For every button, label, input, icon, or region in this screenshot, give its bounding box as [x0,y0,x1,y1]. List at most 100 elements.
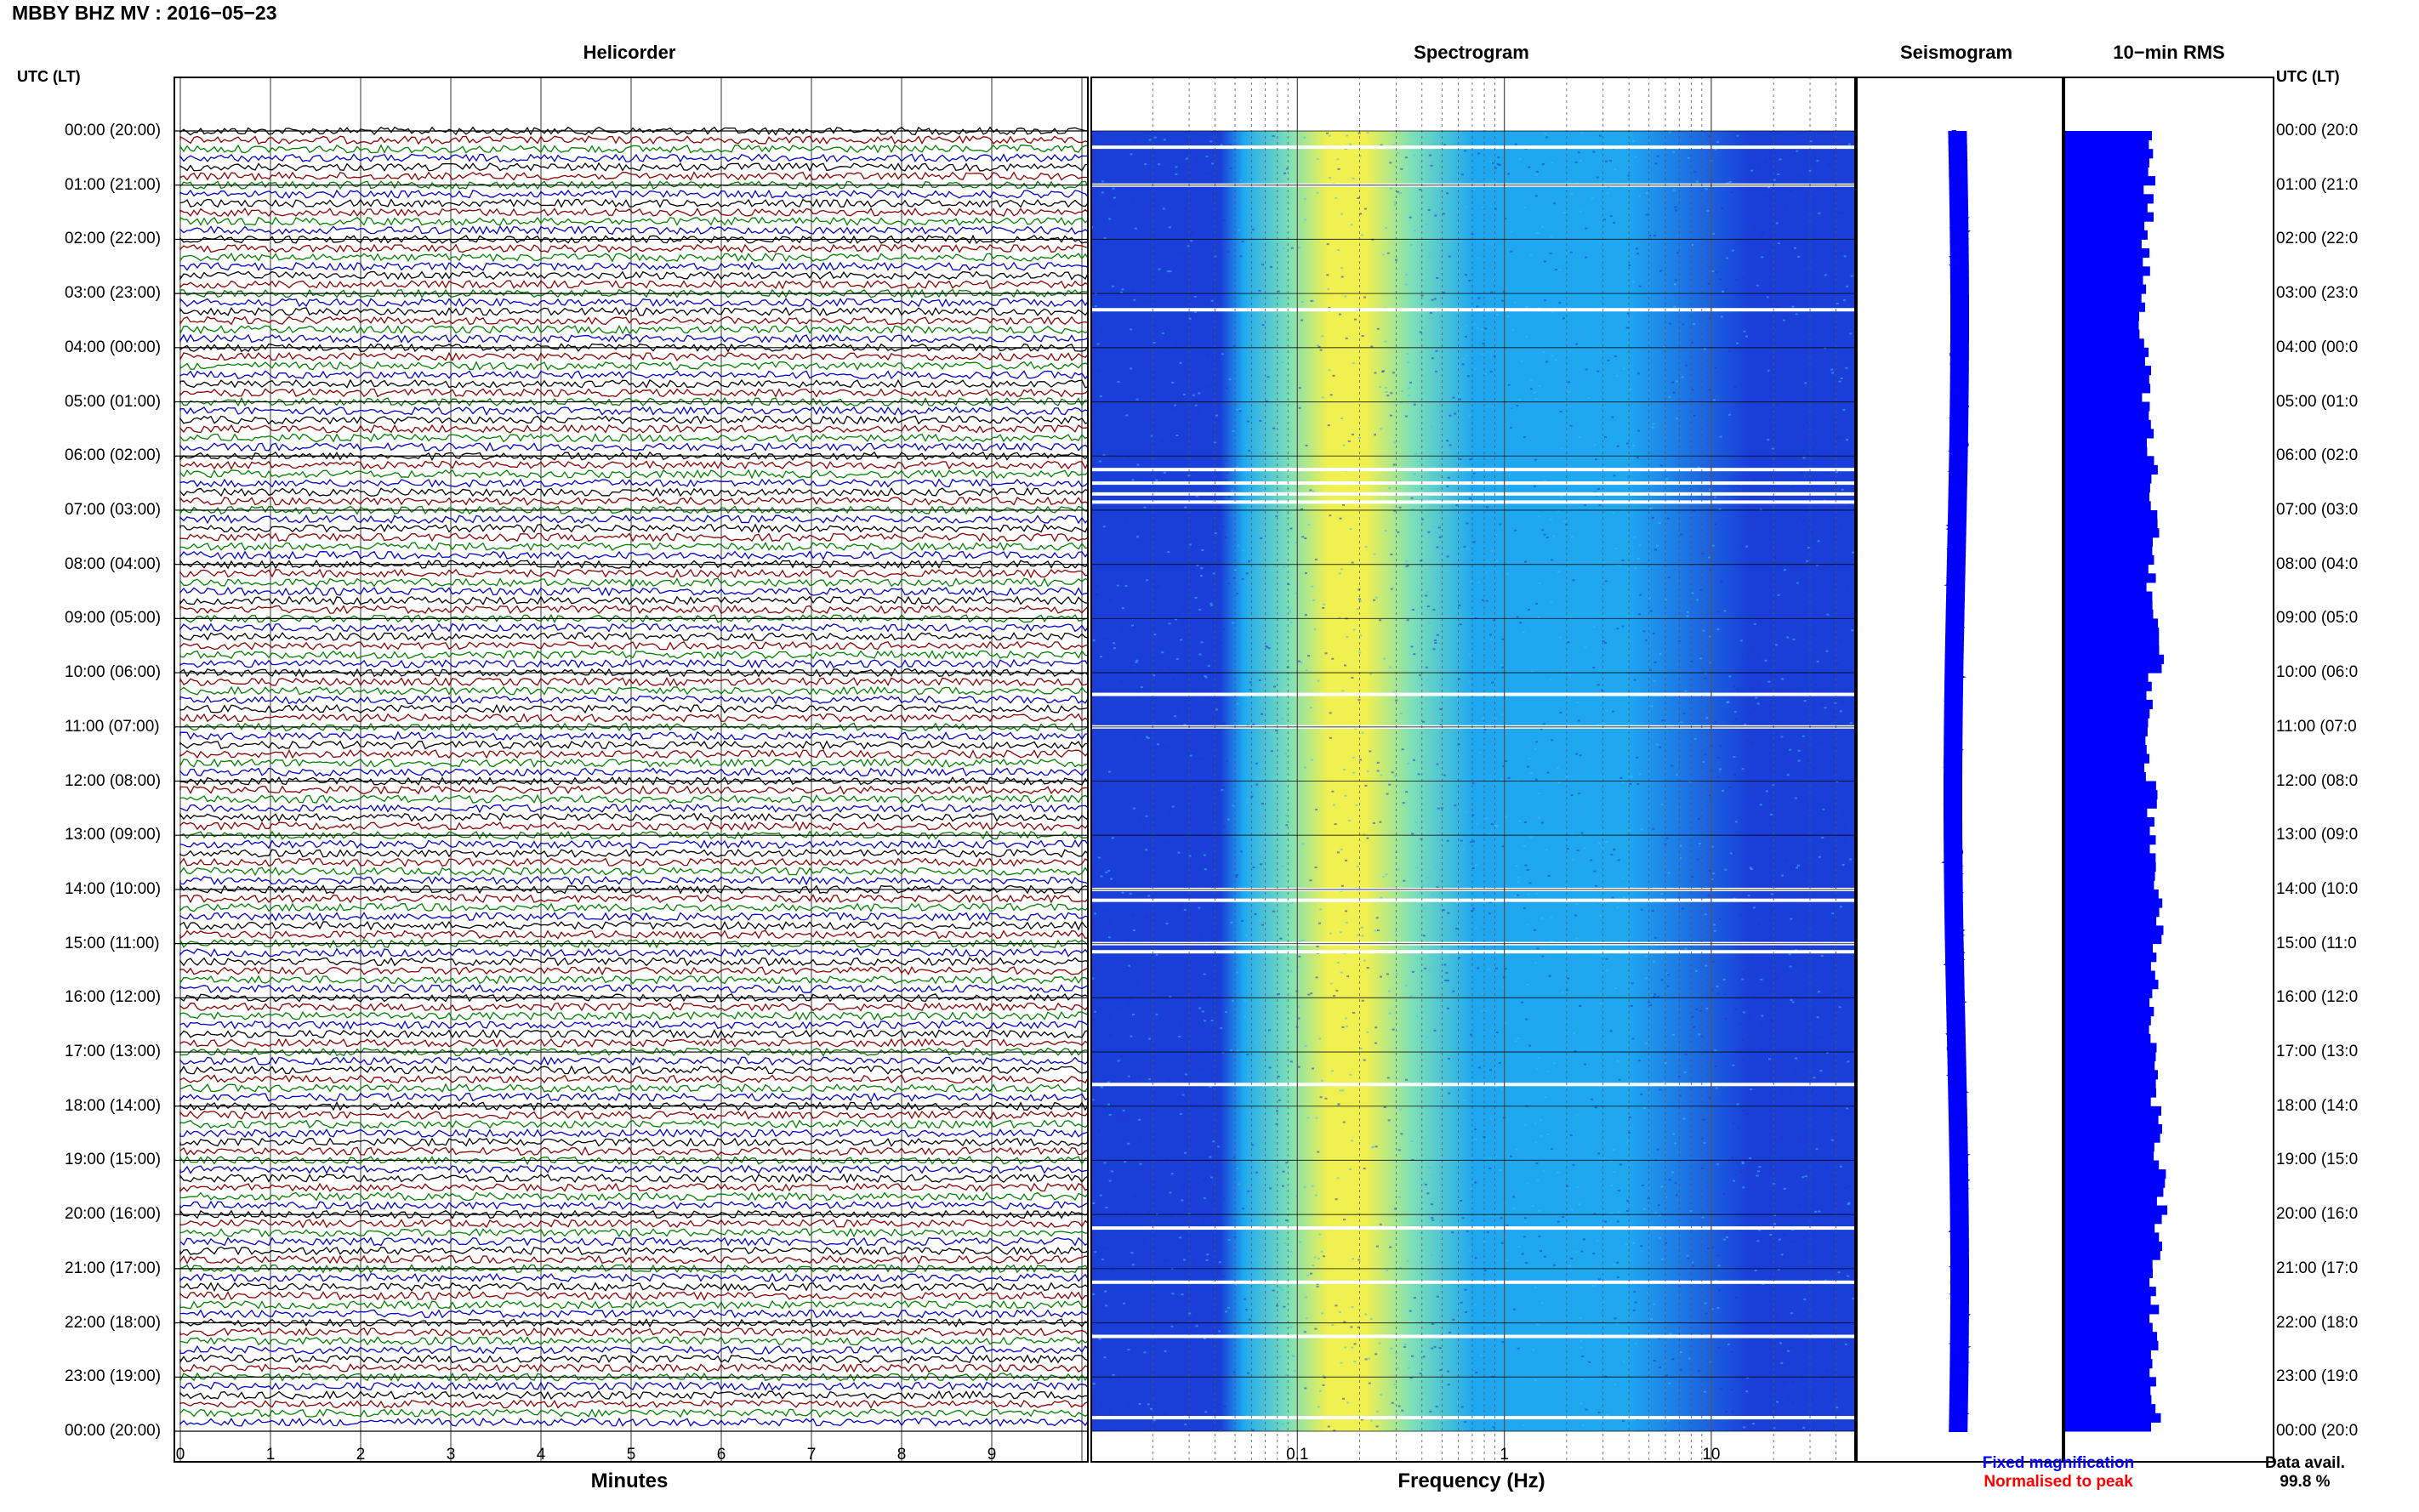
spectrogram-speckle [1533,391,1536,394]
seismogram-band [1949,1215,1969,1218]
rms-bar [2063,438,2147,448]
spectrogram-speckle [1100,1102,1103,1105]
spectrogram-speckle [1716,611,1720,613]
spectrogram-speckle [1441,191,1444,194]
spectrogram-speckle [1236,466,1239,469]
spectrogram-speckle [1251,228,1255,230]
helicorder-trace [179,1254,1089,1265]
time-label-right: 23:00 (19:0 [2276,1367,2359,1386]
spectrogram-speckle [1179,361,1182,364]
seismogram-band [1944,700,1963,702]
spectrogram-speckle [1458,810,1461,812]
spectrogram-speckle [1851,834,1854,837]
spectrogram-speckle [1446,555,1449,558]
seismogram-band [1949,473,1968,475]
spectrogram-speckle [1758,1229,1762,1231]
spectrogram-speckle [1590,1098,1593,1100]
seismogram-band [1946,595,1965,598]
spectrogram-speckle [1190,240,1193,242]
spectrogram-speckle [1329,394,1333,396]
spectrogram-speckle [1704,677,1707,679]
seismogram-band [1949,1223,1969,1225]
spectrogram-speckle [1812,446,1815,448]
spectrogram-speckle [1705,717,1709,719]
spectrogram-speckle [1107,655,1111,657]
spectrogram-speckle [1767,1325,1770,1327]
spectrogram-speckle [1434,639,1437,641]
spectrogram-speckle [1716,1307,1720,1310]
spectrogram-speckle [1534,1287,1537,1289]
spectrogram-speckle [1409,381,1412,384]
spectrogram-speckle [1167,551,1170,554]
spectrogram-speckle [1794,797,1797,799]
spectrogram-speckle [1250,795,1254,798]
spectrogram-speckle [1534,195,1538,197]
spectrogram-speckle [1604,1220,1607,1223]
spectrogram-speckle [1722,1238,1726,1241]
spectrogram-speckle [1261,324,1265,326]
spectrogram-speckle [1612,512,1615,514]
rms-frame [2063,77,2274,1463]
seismogram-band [1945,636,1964,639]
spectrogram-speckle [1438,582,1442,584]
spectrogram-speckle [1102,454,1106,457]
spectrogram-speckle [1733,685,1736,688]
seismogram-band [1948,1077,1967,1080]
spectrogram-speckle [1826,1370,1830,1373]
spectrogram-speckle [1790,1401,1794,1404]
spectrogram-speckle [1215,1271,1219,1274]
spectrogram-speckle [1156,743,1159,746]
spectrogram-speckle [1822,994,1825,997]
spectrogram-speckle [1601,689,1604,691]
spectrogram-speckle [1206,355,1210,356]
time-label-right: 08:00 (04:0 [2276,554,2359,573]
rms-bar [2063,1367,2150,1378]
spectrogram-speckle [1182,393,1186,395]
seismogram-band [1947,1037,1966,1039]
spectrogram-speckle [1108,936,1111,939]
seismogram-band [1944,827,1963,830]
spectrogram-speckle [1388,487,1392,490]
seismogram-band [1949,401,1969,404]
spectrogram-speckle [1708,135,1711,138]
spectrogram-speckle [1719,1388,1722,1390]
helicorder-trace [179,875,1089,886]
spectrogram-speckle [1630,776,1633,778]
spectrogram-speckle [1225,478,1228,480]
spectrogram-speckle [1641,1184,1644,1186]
spectrogram-speckle [1559,496,1562,497]
spectrogram-speckle [1733,756,1736,759]
spectrogram-speckle [1474,1257,1477,1259]
helicorder-trace [179,532,1089,543]
spectrogram-speckle [1734,821,1738,823]
seismogram-band [1949,177,1968,179]
spectrogram-speckle [1570,536,1574,538]
spectrogram-speckle [1622,367,1625,370]
spectrogram-speckle [1304,219,1307,221]
rms-bar [2063,1332,2158,1342]
spectrogram-speckle [1676,1194,1678,1197]
spectrogram-speckle [1380,896,1383,899]
spectrogram-speckle [1536,1179,1540,1182]
spectrogram-speckle [1710,845,1714,848]
spectrogram-speckle [1739,639,1743,642]
spectrogram-speckle [1201,1333,1204,1335]
seismogram-band [1950,1294,1969,1297]
seismogram-band [1947,1042,1967,1044]
spectrogram-speckle [1510,426,1512,429]
spectrogram-speckle [1091,1099,1095,1101]
spectrogram-speckle [1226,759,1229,762]
spectrogram-speckle [1666,1418,1670,1421]
spectrogram-speckle [1232,999,1234,1002]
spectrogram-speckle [1204,868,1207,871]
spectrogram-speckle [1109,1034,1113,1037]
spectrogram-speckle [1796,864,1800,867]
spectrogram-speckle [1756,1240,1760,1242]
spectrogram-speckle [1659,270,1662,272]
seismogram-band [1950,307,1969,310]
spectrogram-speckle [1385,873,1388,876]
seismogram-band [1949,1228,1969,1231]
spectrogram-speckle [1094,1189,1097,1191]
spectrogram-speckle [1840,906,1842,908]
seismogram-band [1949,1345,1969,1348]
